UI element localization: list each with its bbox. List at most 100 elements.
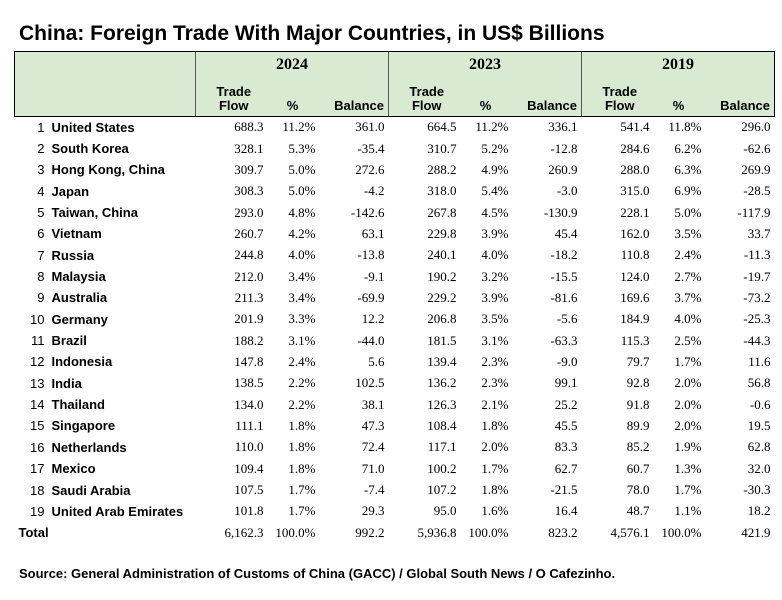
pct-cell-2024: 4.2% xyxy=(288,225,316,241)
balance-cell-2019: -28.5 xyxy=(743,183,771,199)
pct-cell-2019: 3.7% xyxy=(674,289,702,305)
country-name-cell: Brazil xyxy=(51,333,87,349)
country-name-cell: Indonesia xyxy=(51,354,113,370)
trade-flow-cell-2023: 288.2 xyxy=(427,161,457,177)
column-header-row: Trade Flow % Balance Trade Flow % Balance … xyxy=(14,78,775,117)
country-name-cell: Mexico xyxy=(51,461,96,477)
trade-flow-cell-2019: 541.4 xyxy=(620,119,650,135)
pct-cell-2023: 3.5% xyxy=(481,311,509,327)
country-name-cell: Germany xyxy=(51,311,108,327)
table-row: 6 Vietnam 260.7 4.2% 63.1 229.8 3.9% 45.4 162.0 3… xyxy=(15,223,775,244)
table-row: 13 India 138.5 2.2% 102.5 136.2 2.3% 99.1 92.8 2.… xyxy=(15,373,775,394)
trade-flow-cell-2024: 293.0 xyxy=(234,204,264,220)
trade-flow-cell-2019: 228.1 xyxy=(620,204,650,220)
total-balance-2019: 421.9 xyxy=(741,524,771,540)
table-row: 7 Russia 244.8 4.0% -13.8 240.1 4.0% -18.2 110.8… xyxy=(15,245,775,266)
table-row: 9 Australia 211.3 3.4% -69.9 229.2 3.9% -81.6 16… xyxy=(15,287,775,308)
trade-flow-cell-2024: 201.9 xyxy=(234,311,264,327)
pct-cell-2019: 11.8% xyxy=(668,119,702,135)
rank-cell: 5 xyxy=(37,205,45,221)
table-row: 10 Germany 201.9 3.3% 12.2 206.8 3.5% -5.6 184.9… xyxy=(15,309,775,330)
trade-flow-cell-2019: 315.0 xyxy=(620,183,650,199)
country-name-cell: Russia xyxy=(51,247,95,263)
pct-cell-2019: 6.2% xyxy=(674,140,702,156)
trade-flow-cell-2024: 109.4 xyxy=(234,460,264,476)
trade-flow-cell-2023: 117.1 xyxy=(427,439,457,455)
trade-flow-cell-2019: 288.0 xyxy=(620,161,650,177)
pct-cell-2023: 11.2% xyxy=(475,119,509,135)
trade-flow-header-2019: Trade Flow xyxy=(581,78,654,117)
balance-cell-2023: -15.5 xyxy=(550,268,578,284)
balance-cell-2023: -63.3 xyxy=(550,332,578,348)
pct-cell-2023: 3.9% xyxy=(481,289,509,305)
table-row: 3 Hong Kong, China 309.7 5.0% 272.6 288.2 4.9%… xyxy=(15,159,775,180)
balance-cell-2024: 38.1 xyxy=(361,396,385,412)
trade-flow-cell-2019: 169.6 xyxy=(620,289,650,305)
balance-cell-2019: -30.3 xyxy=(743,482,771,498)
pct-cell-2019: 1.7% xyxy=(674,482,702,498)
trade-flow-cell-2024: 328.1 xyxy=(234,140,264,156)
rank-cell: 13 xyxy=(30,375,45,391)
table-row: 11 Brazil 188.2 3.1% -44.0 181.5 3.1% -63.3 115.… xyxy=(15,330,775,351)
pct-cell-2023: 5.4% xyxy=(481,183,509,199)
pct-cell-2024: 3.1% xyxy=(288,332,316,348)
pct-cell-2023: 1.8% xyxy=(481,417,509,433)
trade-flow-cell-2024: 309.7 xyxy=(234,161,264,177)
rank-cell: 1 xyxy=(37,119,45,135)
table-row: 8 Malaysia 212.0 3.4% -9.1 190.2 3.2% -15.5 124.… xyxy=(15,266,775,287)
pct-cell-2023: 2.3% xyxy=(481,353,509,369)
balance-cell-2023: 45.5 xyxy=(554,417,578,433)
pct-cell-2024: 1.8% xyxy=(288,439,316,455)
trade-flow-cell-2023: 190.2 xyxy=(427,268,457,284)
year-header-2024: 2024 xyxy=(195,51,389,79)
pct-cell-2023: 2.0% xyxy=(481,439,509,455)
trade-flow-cell-2019: 85.2 xyxy=(626,439,650,455)
balance-cell-2019: 62.8 xyxy=(747,439,771,455)
table-row: 16 Netherlands 110.0 1.8% 72.4 117.1 2.0% 83.3 8… xyxy=(15,437,775,458)
table-header: 2024 2023 2019 Trade Flow % Balance Trade… xyxy=(14,51,775,117)
pct-cell-2023: 1.6% xyxy=(481,503,509,519)
trade-flow-cell-2019: 124.0 xyxy=(620,268,650,284)
trade-flow-cell-2024: 688.3 xyxy=(234,119,264,135)
trade-flow-cell-2023: 664.5 xyxy=(427,119,457,135)
trade-flow-cell-2024: 107.5 xyxy=(234,482,264,498)
balance-cell-2019: 11.6 xyxy=(748,353,771,369)
balance-cell-2023: 83.3 xyxy=(554,439,578,455)
country-name-cell: Australia xyxy=(51,290,108,306)
pct-header-2024: % xyxy=(267,78,318,117)
country-name-cell: Hong Kong, China xyxy=(51,162,165,178)
balance-cell-2023: -18.2 xyxy=(550,247,578,263)
trade-flow-cell-2023: 240.1 xyxy=(427,247,457,263)
trade-flow-cell-2024: 134.0 xyxy=(234,396,264,412)
pct-cell-2024: 2.2% xyxy=(288,375,316,391)
pct-cell-2019: 1.3% xyxy=(674,460,702,476)
country-name-cell: Taiwan, China xyxy=(51,205,138,221)
balance-cell-2023: 16.4 xyxy=(554,503,578,519)
trade-flow-header-line2: Flow xyxy=(604,98,635,113)
header-blank-cell xyxy=(14,51,196,79)
table-body: 1 United States 688.3 11.2% 361.0 664.5 11.2% 3… xyxy=(15,117,775,544)
table-row: 1 United States 688.3 11.2% 361.0 664.5 11.2% 3… xyxy=(15,117,775,138)
trade-flow-header-line1: Trade xyxy=(216,84,252,99)
rank-cell: 15 xyxy=(30,418,45,434)
trade-flow-cell-2023: 206.8 xyxy=(427,311,457,327)
balance-cell-2023: -9.0 xyxy=(556,353,578,369)
total-balance-2024: 992.2 xyxy=(355,524,385,540)
trade-flow-header-2024: Trade Flow xyxy=(195,78,268,117)
trade-flow-header-line2: Flow xyxy=(218,98,249,113)
country-name-cell: United Arab Emirates xyxy=(51,503,184,519)
year-header-2023: 2023 xyxy=(388,51,582,79)
trade-flow-cell-2019: 162.0 xyxy=(620,225,650,241)
pct-cell-2019: 2.0% xyxy=(674,396,702,412)
trade-flow-cell-2019: 48.7 xyxy=(626,503,650,519)
pct-cell-2023: 4.0% xyxy=(481,247,509,263)
trade-flow-cell-2023: 318.0 xyxy=(427,183,457,199)
pct-cell-2019: 1.9% xyxy=(674,439,702,455)
pct-cell-2023: 3.9% xyxy=(481,225,509,241)
balance-cell-2024: -69.9 xyxy=(357,289,385,305)
total-balance-2023: 823.2 xyxy=(548,524,578,540)
pct-cell-2024: 1.7% xyxy=(288,503,316,519)
table-row: 2 South Korea 328.1 5.3% -35.4 310.7 5.2% -12.8… xyxy=(15,138,775,159)
trade-flow-cell-2023: 310.7 xyxy=(427,140,457,156)
pct-cell-2019: 2.4% xyxy=(674,247,702,263)
